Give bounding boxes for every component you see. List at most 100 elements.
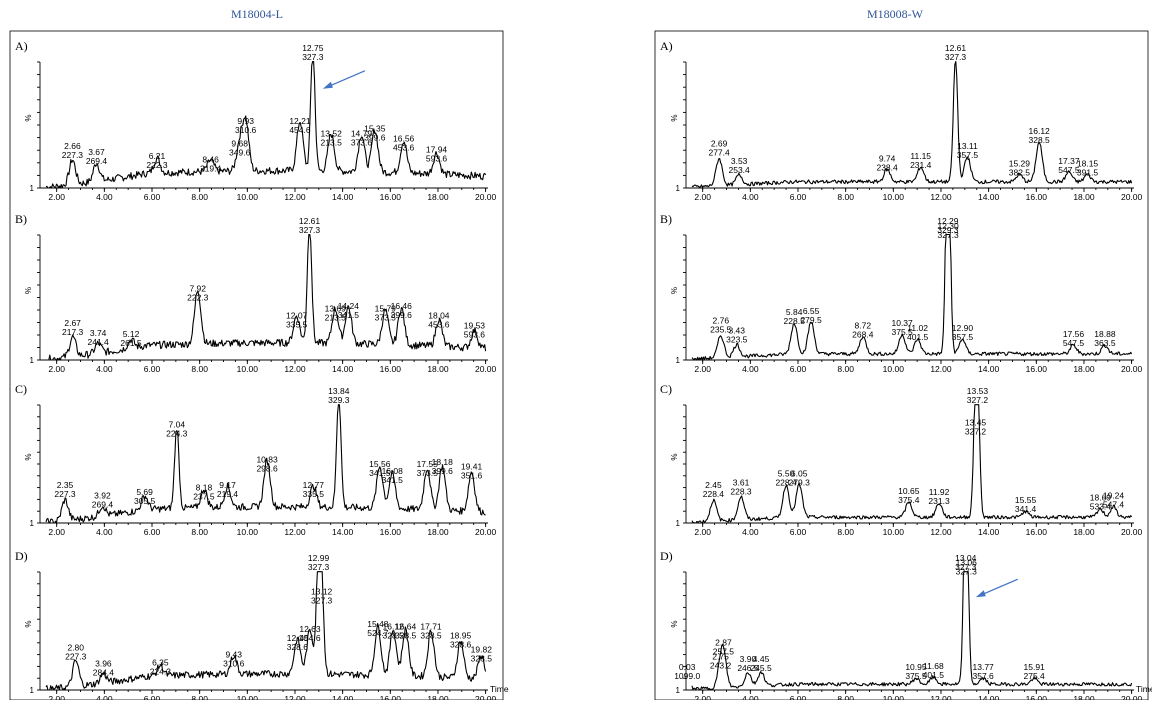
x-tick-label: 2.00 — [48, 192, 65, 202]
peak-mz-label: 228.3 — [730, 487, 752, 497]
peak-mz-label: 375.5 — [891, 327, 913, 337]
chromatogram-trace — [691, 404, 1133, 524]
peak-mz-label: 269.4 — [86, 156, 108, 166]
peak-rt-label: 18.88 — [1094, 329, 1116, 339]
x-tick-label: 20.00 — [475, 364, 497, 374]
peak-mz-label: 298.6 — [256, 463, 278, 473]
peak-rt-label: 15.29 — [1009, 158, 1031, 168]
x-tick-label: 16.00 — [1026, 364, 1048, 374]
x-tick-label: 8.00 — [191, 192, 208, 202]
peak-rt-label: 3.90 — [740, 654, 757, 664]
x-tick-label: 16.00 — [1026, 527, 1048, 537]
x-tick-label: 10.00 — [883, 527, 905, 537]
x-tick-label: 2.00 — [48, 694, 65, 700]
peak-rt-label: 10.83 — [256, 454, 278, 464]
x-tick-label: 10.00 — [237, 192, 259, 202]
peak-rt-label: 3.61 — [733, 478, 750, 488]
y-axis-min-label: 1 — [30, 519, 35, 528]
peak-mz-label: 323.5 — [726, 334, 748, 344]
panel-label: B) — [15, 212, 27, 226]
left-column-title: M18004-L — [231, 7, 283, 21]
peak-mz-label: 327.3 — [311, 596, 333, 606]
peak-mz-label: 391.5 — [1077, 167, 1099, 177]
peak-mz-label: 327.3 — [299, 225, 321, 235]
peak-rt-label: 12.99 — [308, 553, 330, 563]
peak-mz-label: 222.3 — [146, 160, 168, 170]
peak-mz-label: 213.5 — [325, 312, 347, 322]
chromatogram-trace — [691, 60, 1133, 189]
peak-mz-label: 382.5 — [1009, 167, 1031, 177]
peak-mz-label: 241.4 — [88, 337, 110, 347]
x-tick-label: 10.00 — [237, 694, 259, 700]
peak-rt-label: 5.12 — [123, 329, 140, 339]
x-tick-label: 12.00 — [930, 192, 952, 202]
peak-mz-label: 279.5 — [800, 315, 822, 325]
x-tick-label: 4.00 — [742, 527, 759, 537]
peak-rt-label: 12.90 — [952, 323, 974, 333]
peak-mz-label: 399.6 — [391, 310, 413, 320]
peak-mz-label: 327.3 — [955, 562, 977, 572]
panel-0-0: A)%12.00 4.00 6.00 8.00 10.00 12.00 14.00 16.00… — [15, 39, 497, 202]
peak-rt-label: 10.65 — [898, 486, 920, 496]
peak-mz-label: 341.5 — [369, 468, 391, 478]
x-tick-label: 16.00 — [380, 192, 402, 202]
peak-mz-label: 327.2 — [967, 395, 989, 405]
peak-mz-label: 351.6 — [461, 470, 483, 480]
peak-mz-label: 401.5 — [923, 670, 945, 680]
x-tick-label: 2.00 — [694, 527, 711, 537]
peak-rt-label: 12.10 — [287, 633, 309, 643]
peak-rt-label: 8.72 — [855, 321, 872, 331]
peak-mz-label: 277.4 — [708, 147, 730, 157]
panel-label: C) — [15, 382, 27, 396]
peak-rt-label: 13.04 — [955, 553, 977, 563]
peak-mz-label: 593.6 — [426, 154, 448, 164]
peak-mz-label: 279.3 — [789, 477, 811, 487]
peak-mz-label: 228.5 — [784, 316, 806, 326]
peak-rt-label: 12.29 — [937, 216, 959, 226]
x-tick-label: 20.00 — [1121, 527, 1143, 537]
peak-rt-label: 11.15 — [910, 151, 931, 161]
peak-rt-label: 16.64 — [395, 621, 417, 631]
x-tick-label: 4.00 — [96, 527, 113, 537]
x-tick-label: 4.00 — [96, 364, 113, 374]
peak-rt-label: 9.43 — [225, 649, 242, 659]
peak-mz-label: 401.5 — [907, 332, 929, 342]
panel-label: D) — [660, 549, 673, 563]
x-tick-label: 8.00 — [191, 527, 208, 537]
peak-rt-label: 13.53 — [967, 386, 989, 396]
x-tick-label: 14.00 — [332, 192, 354, 202]
y-axis-percent-label: % — [670, 453, 679, 460]
chromatogram-trace — [46, 233, 487, 361]
peak-rt-label: 14.24 — [338, 301, 360, 311]
peak-rt-label: 8.18 — [196, 482, 213, 492]
x-tick-label: 8.00 — [191, 364, 208, 374]
peak-rt-label: 18.15 — [1077, 158, 1099, 168]
peak-mz-label: 227.3 — [54, 489, 76, 499]
peak-mz-label: 246.5 — [737, 663, 759, 673]
peak-rt-label: 13.06 — [956, 558, 978, 568]
peak-rt-label: 2.80 — [67, 642, 84, 652]
x-tick-label: 2.00 — [48, 364, 65, 374]
peak-rt-label: 12.63 — [299, 624, 321, 634]
peak-mz-label: 219.4 — [217, 489, 239, 499]
x-tick-label: 18.00 — [1073, 527, 1095, 537]
peak-rt-label: 16.12 — [1029, 126, 1051, 136]
peak-mz-label: 328.6 — [450, 640, 472, 650]
x-tick-label: 6.00 — [144, 192, 161, 202]
right-column-title: M18008-W — [867, 7, 924, 21]
peak-rt-label: 11.02 — [907, 323, 928, 333]
peak-rt-label: 12.07 — [286, 311, 308, 321]
peak-mz-label: 349.6 — [229, 147, 251, 157]
peak-rt-label: 13.12 — [311, 587, 333, 597]
x-tick-label: 8.00 — [837, 364, 854, 374]
x-tick-label: 16.00 — [380, 364, 402, 374]
x-tick-label: 6.00 — [144, 364, 161, 374]
x-tick-label: 12.00 — [284, 694, 306, 700]
peak-mz-label: 227.3 — [62, 150, 84, 160]
peak-mz-label: 213.5 — [321, 138, 343, 148]
peak-rt-label: 3.92 — [94, 490, 111, 500]
x-tick-label: 14.00 — [978, 527, 1000, 537]
peak-rt-label: 13.84 — [328, 386, 350, 396]
x-tick-label: 18.00 — [427, 192, 449, 202]
peak-rt-label: 18.18 — [432, 457, 454, 467]
